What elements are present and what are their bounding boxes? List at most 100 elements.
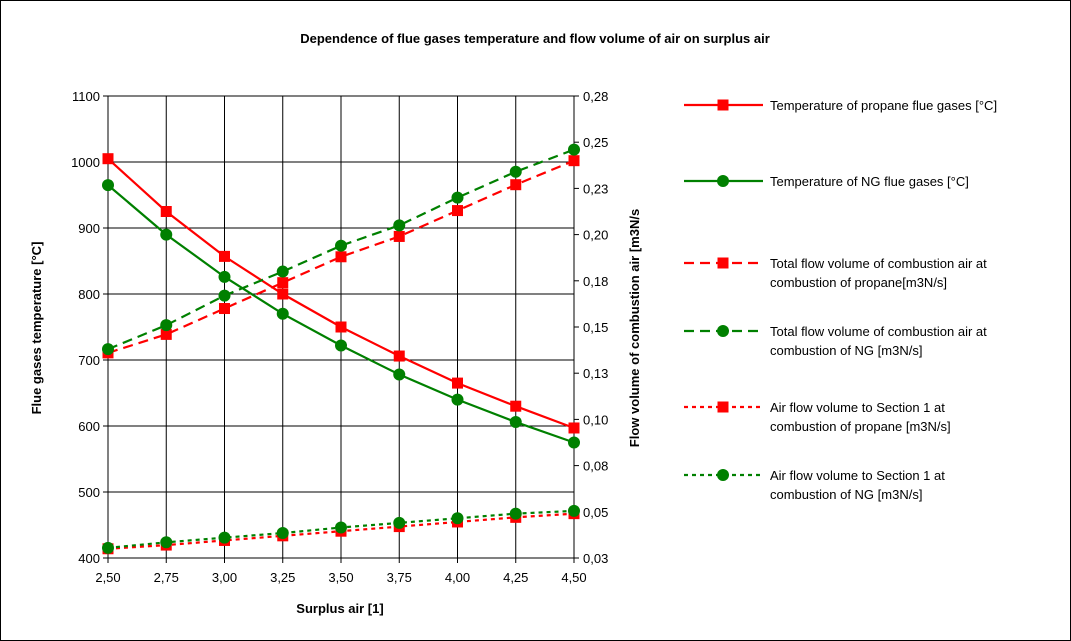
x-tick-label: 4,50 bbox=[561, 570, 586, 585]
y2-tick-label: 0,18 bbox=[583, 274, 608, 289]
legend-label-line: Air flow volume to Section 1 at bbox=[770, 400, 945, 415]
data-point bbox=[277, 288, 289, 300]
legend-marker bbox=[717, 325, 729, 337]
data-point bbox=[276, 265, 289, 278]
y2-tick-label: 0,23 bbox=[583, 181, 608, 196]
y2-tick-label: 0,03 bbox=[583, 551, 608, 566]
data-point bbox=[160, 319, 173, 332]
data-point bbox=[509, 416, 522, 429]
legend-marker bbox=[717, 401, 729, 413]
series-line bbox=[107, 159, 575, 354]
y-tick-label: 1000 bbox=[71, 155, 100, 170]
data-point bbox=[509, 165, 522, 178]
series-line bbox=[107, 148, 575, 351]
x-tick-label: 2,75 bbox=[154, 570, 179, 585]
data-point bbox=[160, 206, 172, 217]
y-tick-label: 400 bbox=[78, 551, 100, 566]
legend-marker bbox=[717, 99, 729, 111]
data-point bbox=[102, 343, 114, 356]
data-point bbox=[335, 339, 347, 352]
data-point bbox=[218, 270, 231, 283]
y-tick-label: 600 bbox=[78, 419, 100, 434]
data-point bbox=[510, 179, 522, 191]
legend-label: Temperature of propane flue gases [°C] bbox=[770, 98, 997, 113]
series-4 bbox=[102, 143, 580, 356]
data-point bbox=[393, 230, 405, 242]
x-tick-label: 3,75 bbox=[387, 570, 412, 585]
chart-title: Dependence of flue gases temperature and… bbox=[300, 31, 770, 46]
data-point bbox=[102, 179, 114, 192]
data-point bbox=[102, 153, 114, 165]
data-point bbox=[510, 400, 522, 412]
data-point bbox=[393, 368, 406, 381]
y2-tick-label: 0,10 bbox=[583, 412, 608, 427]
legend-label-line: Total flow volume of combustion air at bbox=[770, 256, 987, 271]
grid bbox=[108, 96, 574, 558]
data-point bbox=[568, 504, 580, 517]
legend-label-line: combustion of propane [m3N/s] bbox=[770, 419, 951, 434]
legend-entry-2: Temperature of NG flue gases [°C] bbox=[684, 174, 969, 189]
y2-tick-label: 0,05 bbox=[583, 505, 608, 520]
y-tick-label: 500 bbox=[78, 485, 100, 500]
plot-area-border bbox=[107, 95, 575, 559]
data-point bbox=[335, 239, 347, 252]
x-tick-label: 3,25 bbox=[270, 570, 295, 585]
legend-label-line: Temperature of NG flue gases [°C] bbox=[770, 174, 969, 189]
legend-entry-1: Temperature of propane flue gases [°C] bbox=[684, 98, 997, 113]
data-point bbox=[393, 350, 405, 362]
data-point bbox=[102, 541, 114, 554]
legend-marker bbox=[717, 257, 729, 269]
data-point bbox=[335, 521, 347, 534]
y-tick-label: 900 bbox=[78, 221, 100, 236]
y2-tick-label: 0,20 bbox=[583, 228, 608, 243]
data-point bbox=[451, 393, 464, 406]
data-point bbox=[160, 328, 172, 340]
data-point bbox=[277, 277, 289, 289]
data-point bbox=[218, 531, 231, 544]
x-tick-label: 3,00 bbox=[212, 570, 237, 585]
legend-label-line: Total flow volume of combustion air at bbox=[770, 324, 987, 339]
x-tick-label: 2,50 bbox=[95, 570, 120, 585]
legend-label-line: Air flow volume to Section 1 at bbox=[770, 468, 945, 483]
legend-entry-3: Total flow volume of combustion air at co… bbox=[684, 256, 987, 290]
data-point bbox=[451, 191, 464, 204]
data-point bbox=[218, 289, 231, 302]
data-point bbox=[335, 321, 347, 333]
data-point bbox=[509, 507, 522, 520]
series-6 bbox=[102, 504, 580, 554]
data-point bbox=[568, 155, 580, 167]
y2-tick-label: 0,28 bbox=[583, 89, 608, 104]
data-point bbox=[452, 205, 463, 217]
x-tick-label: 4,00 bbox=[445, 570, 470, 585]
x-tick-label: 3,50 bbox=[328, 570, 353, 585]
data-point bbox=[276, 307, 289, 320]
data-point bbox=[393, 219, 406, 232]
legend-label-line: Temperature of propane flue gases [°C] bbox=[770, 98, 997, 113]
data-point bbox=[452, 377, 463, 389]
y2-axis-label: Flow volume of combustion air [m3N/s bbox=[627, 209, 642, 447]
legend-label: Air flow volume to Section 1 at combustio… bbox=[770, 468, 945, 502]
legend-label: Air flow volume to Section 1 at combustio… bbox=[770, 400, 951, 434]
data-point bbox=[568, 422, 580, 434]
y-tick-label: 800 bbox=[78, 287, 100, 302]
legend-label: Temperature of NG flue gases [°C] bbox=[770, 174, 969, 189]
y2-tick-label: 0,08 bbox=[583, 459, 608, 474]
data-point bbox=[160, 228, 173, 241]
data-point bbox=[393, 516, 406, 529]
legend-label-line: combustion of propane[m3N/s] bbox=[770, 275, 947, 290]
tick-labels: 400 500 600 700 800 900 1000 1100 0,03 0,05 0,08 0,… bbox=[71, 89, 608, 585]
legend: Temperature of propane flue gases [°C] Te… bbox=[684, 98, 997, 502]
x-axis-label: Surplus air [1] bbox=[296, 601, 383, 616]
legend-label: Total flow volume of combustion air at co… bbox=[770, 256, 987, 290]
legend-entry-6: Air flow volume to Section 1 at combustio… bbox=[684, 468, 945, 502]
data-point bbox=[568, 436, 580, 449]
data-point bbox=[276, 527, 289, 540]
y-axis-label: Flue gases temperature [°C] bbox=[29, 242, 44, 415]
data-point bbox=[335, 251, 347, 263]
legend-entry-5: Air flow volume to Section 1 at combustio… bbox=[684, 400, 951, 434]
data-point bbox=[451, 512, 464, 525]
legend-entry-4: Total flow volume of combustion air at co… bbox=[684, 324, 987, 358]
data-point bbox=[568, 143, 580, 156]
data-point bbox=[219, 250, 230, 262]
